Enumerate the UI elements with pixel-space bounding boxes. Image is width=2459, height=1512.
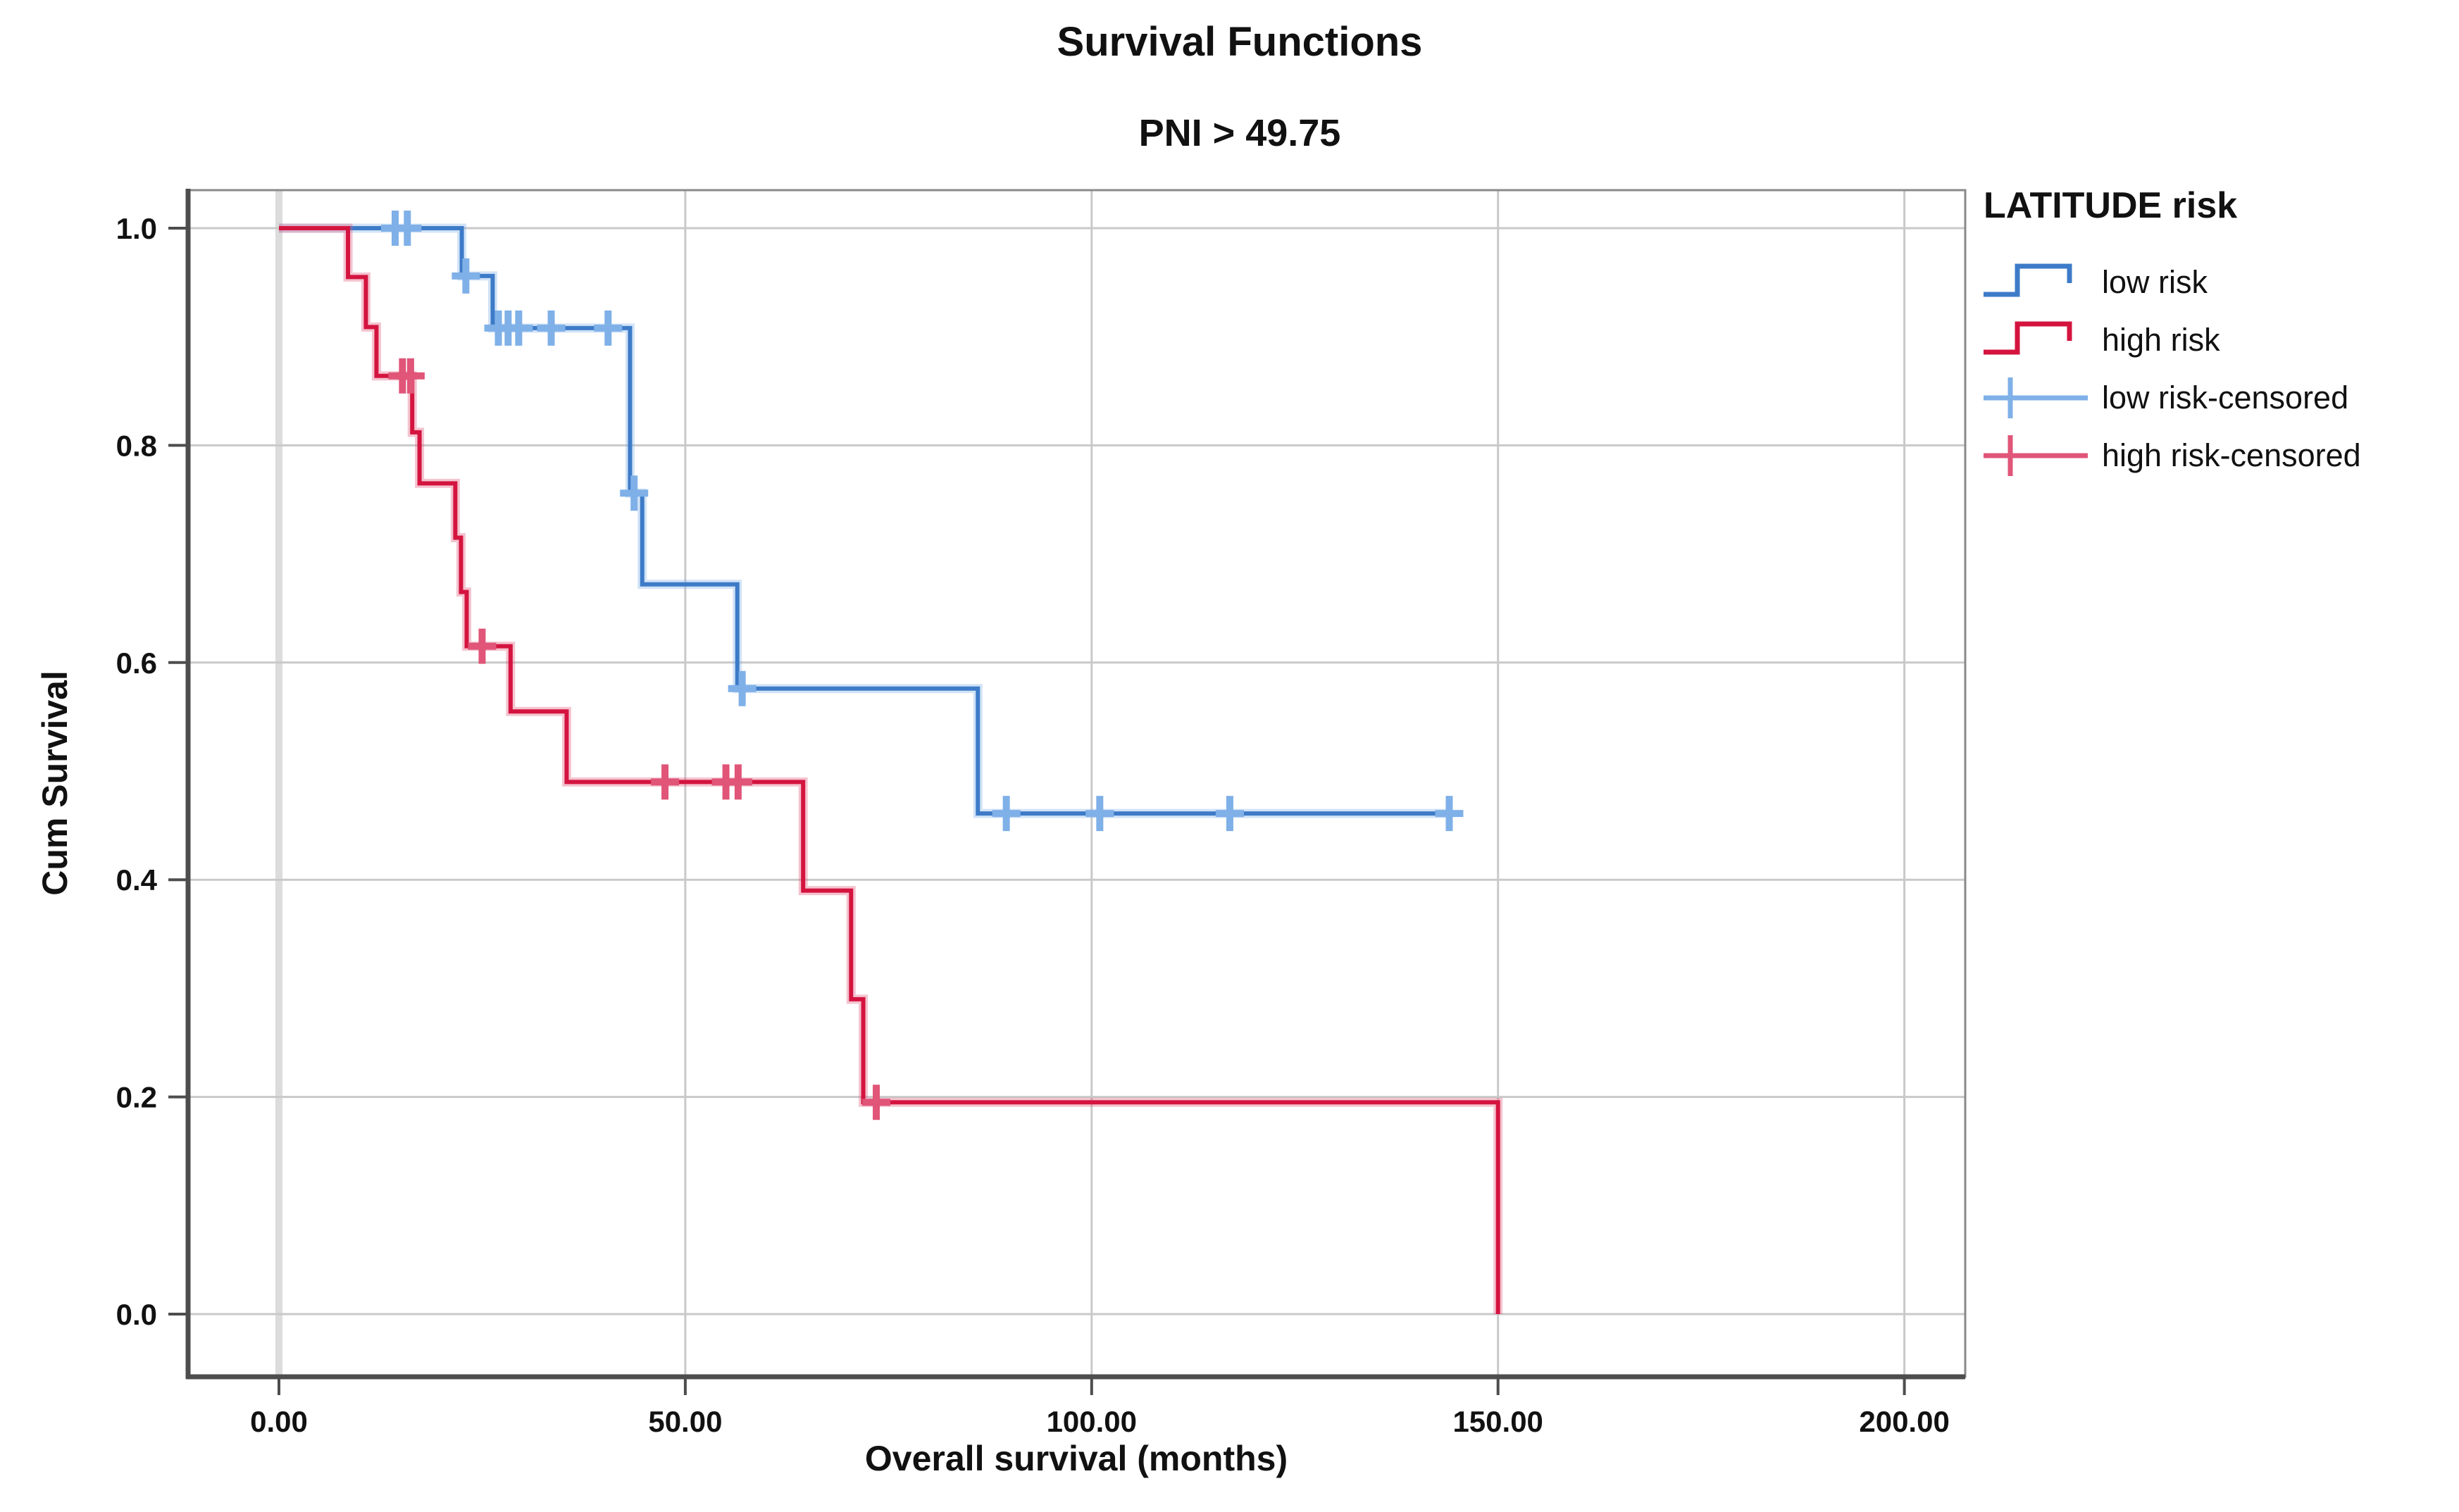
- y-tick-label-0.4: 0.4: [116, 863, 158, 896]
- plot-frame: [187, 189, 1967, 1378]
- legend-step-line-icon: [1984, 321, 2072, 355]
- legend-entry-high-risk: high risk: [1981, 311, 2361, 369]
- x-tick-label-0.00: 0.00: [250, 1405, 308, 1438]
- y-tick-label-1.0: 1.0: [116, 212, 157, 245]
- x-tick-label-50.00: 50.00: [648, 1405, 722, 1438]
- y-tick-label-0.6: 0.6: [116, 646, 157, 680]
- legend-entry-label: low risk-censored: [2102, 380, 2349, 416]
- x-tick-label-200.00: 200.00: [1859, 1405, 1949, 1438]
- legend-entry-label: low risk: [2102, 264, 2208, 300]
- legend-entry-low-risk-censored: low risk-censored: [1981, 369, 2361, 427]
- survival-curve-high-risk: [279, 226, 1500, 1314]
- x-tick-label-100.00: 100.00: [1047, 1405, 1137, 1438]
- chart-title: Survival Functions: [1057, 19, 1423, 65]
- legend-title: LATITUDE risk: [1984, 185, 2238, 226]
- y-tick-label-0.2: 0.2: [116, 1081, 157, 1114]
- chart-subtitle: PNI > 49.75: [1138, 112, 1341, 154]
- survival-curve-halo-high-risk: [279, 223, 1503, 1314]
- y-tick-label-0.0: 0.0: [116, 1298, 157, 1331]
- x-axis-title: Overall survival (months): [864, 1439, 1288, 1478]
- legend-entry-high-risk-censored: high risk-censored: [1981, 427, 2361, 485]
- legend-censor-plus-icon: [1984, 377, 2088, 418]
- legend-entry-label: high risk: [2102, 322, 2220, 358]
- legend-entry-low-risk: low risk: [1981, 254, 2361, 311]
- y-tick-label-0.8: 0.8: [116, 429, 157, 462]
- legend-entry-label: high risk-censored: [2102, 437, 2361, 473]
- legend-censor-plus-icon: [1984, 435, 2088, 476]
- legend-step-line-icon: [1984, 263, 2072, 297]
- legend: LATITUDE risk low risk high risk low risk-…: [1981, 185, 2361, 485]
- x-tick-label-150.00: 150.00: [1452, 1405, 1543, 1438]
